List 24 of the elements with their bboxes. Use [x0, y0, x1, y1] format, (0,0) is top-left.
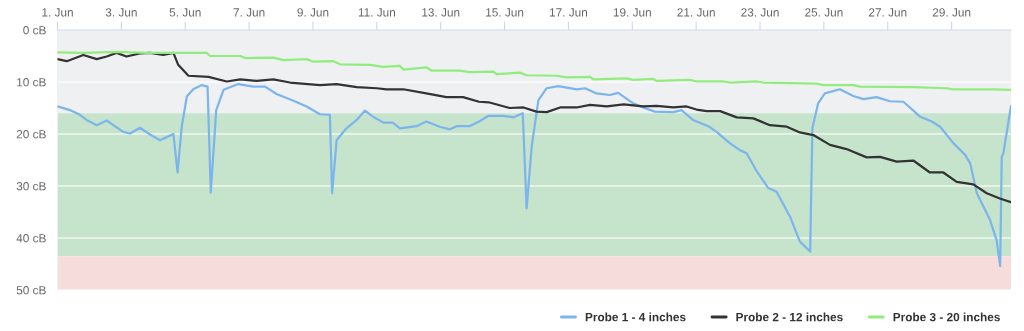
x-tick-label: 19. Jun	[613, 8, 651, 17]
y-tick-label: 20 cB	[16, 130, 46, 139]
x-tick-label: 3. Jun	[105, 8, 137, 17]
y-tick-label: 50 cB	[16, 286, 46, 295]
y-tick-label: 30 cB	[16, 182, 46, 191]
x-tick-label: 25. Jun	[805, 8, 843, 17]
x-tick-label: 5. Jun	[169, 8, 201, 17]
y-tick-label: 0 cB	[23, 26, 46, 35]
x-tick-label: 11. Jun	[358, 8, 395, 17]
x-tick-label: 27. Jun	[868, 8, 907, 17]
y-tick-label: 10 cB	[17, 78, 46, 87]
x-tick-label: 21. Jun	[677, 8, 715, 17]
x-tick-label: 29. Jun	[932, 8, 971, 17]
legend-label: Probe 2 - 12 inches	[736, 312, 843, 322]
legend-label: Probe 3 - 20 inches	[893, 312, 1000, 322]
x-tick-label: 7. Jun	[233, 8, 265, 17]
x-tick-label: 15. Jun	[486, 8, 524, 17]
x-tick-label: 9. Jun	[297, 8, 329, 17]
y-tick-label: 40 cB	[16, 234, 46, 243]
x-tick-label: 17. Jun	[549, 8, 588, 17]
x-tick-label: 23. Jun	[741, 8, 779, 17]
legend-label: Probe 1 - 4 inches	[585, 312, 686, 322]
x-tick-label: 1. Jun	[42, 8, 73, 17]
x-tick-label: 13. Jun	[422, 8, 460, 17]
